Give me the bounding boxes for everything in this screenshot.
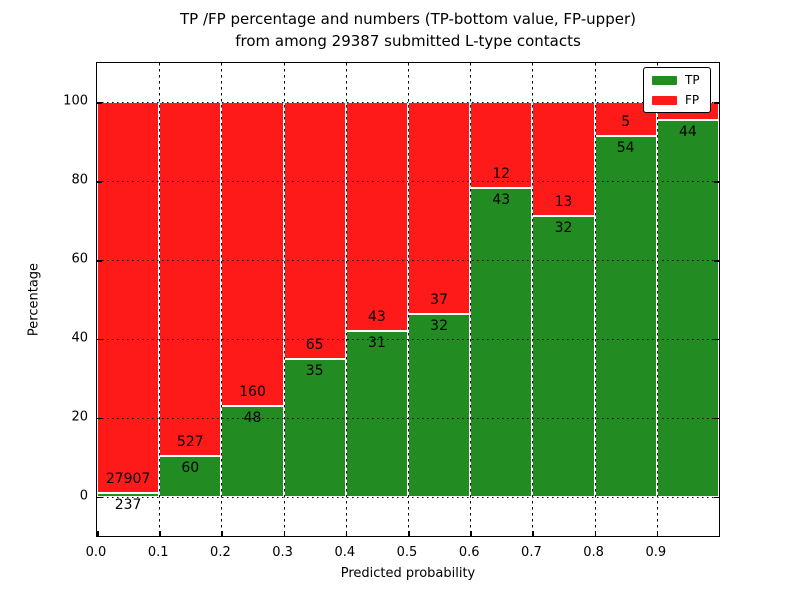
y-tick-label: 80	[71, 172, 88, 188]
x-tick-label: 0.2	[210, 545, 231, 560]
fp-swatch	[652, 95, 677, 105]
fp-legend-label: FP	[685, 93, 700, 107]
x-gridline	[408, 63, 409, 536]
tp-bar-segment	[408, 313, 471, 497]
y-tick-mark	[97, 102, 102, 104]
chart-title: TP /FP percentage and numbers (TP-bottom…	[96, 8, 720, 52]
y-tick-mark-right	[714, 102, 719, 104]
x-gridline	[221, 63, 223, 536]
x-tick-label: 0.4	[334, 545, 356, 560]
y-tick-mark	[97, 338, 102, 341]
fp-count-label: 5	[621, 113, 631, 130]
x-tick-mark	[532, 531, 534, 536]
tp-count-label: 35	[305, 362, 324, 379]
fp-count-label: 527	[176, 434, 204, 451]
y-tick-mark	[97, 496, 102, 499]
legend-item-tp: TP	[652, 73, 700, 87]
tp-bar-segment	[470, 188, 533, 497]
fp-count-label: 160	[239, 383, 266, 400]
x-tick-label: 0.0	[85, 545, 107, 560]
tp-bar-segment	[97, 493, 160, 497]
chart-title-line2: from among 29387 submitted L-type contac…	[235, 32, 581, 50]
y-tick-label: 0	[79, 488, 88, 504]
fp-count-label: 12	[492, 166, 511, 183]
x-gridline	[594, 63, 596, 536]
fp-count-label: 13	[554, 194, 573, 211]
x-gridline	[656, 63, 658, 536]
y-axis-label: Percentage	[26, 262, 42, 337]
tp-legend-label: TP	[685, 73, 700, 87]
plot-area: 27907 237 527 60 160 48 65 35 43 31 37 32 12 43 13 32 5 5…	[96, 62, 720, 537]
y-tick-label: 20	[71, 409, 88, 425]
fp-bar-segment	[345, 102, 408, 332]
tp-count-label: 60	[181, 460, 200, 477]
tp-count-label: 44	[678, 123, 697, 140]
tp-count-label: 48	[243, 409, 262, 426]
fp-count-label: 65	[305, 336, 324, 353]
legend-item-fp: FP	[652, 93, 700, 107]
tp-swatch	[652, 75, 677, 85]
x-gridline	[345, 63, 347, 536]
x-tick-mark	[594, 531, 597, 536]
y-tick-mark-right	[714, 181, 719, 183]
x-axis-label: Predicted probability	[340, 566, 476, 581]
x-tick-mark	[283, 531, 286, 536]
x-tick-label: 0.5	[396, 545, 418, 560]
y-tick-mark-right	[714, 260, 719, 262]
x-tick-mark	[97, 531, 99, 536]
y-tick-mark-right	[714, 338, 719, 341]
tp-count-label: 43	[492, 192, 511, 209]
y-tick-mark-right	[714, 496, 719, 499]
tp-count-label: 32	[554, 220, 573, 237]
fp-count-label: 27907	[105, 471, 151, 488]
y-tick-label: 40	[71, 330, 88, 346]
fp-bar-segment	[532, 102, 595, 217]
tp-count-label: 32	[430, 317, 449, 334]
x-gridline	[283, 63, 285, 536]
tp-bar-segment	[159, 456, 222, 497]
x-tick-label: 0.8	[583, 545, 604, 560]
tp-count-label: 54	[616, 139, 635, 156]
x-tick-label: 0.6	[458, 545, 480, 560]
tp-bar-segment	[345, 331, 408, 497]
x-tick-label: 0.9	[645, 545, 667, 560]
fp-bar-segment	[221, 102, 284, 406]
x-tick-label: 0.3	[272, 545, 293, 560]
x-tick-mark	[470, 531, 472, 536]
y-tick-mark	[97, 181, 102, 183]
y-tick-label: 100	[63, 93, 88, 109]
x-gridline	[470, 63, 472, 536]
x-gridline	[159, 63, 161, 536]
x-tick-mark	[221, 531, 223, 536]
tp-count-label: 237	[114, 497, 142, 514]
y-tick-label: 60	[71, 251, 88, 267]
fp-bar-segment	[97, 102, 160, 494]
y-tick-mark-right	[714, 417, 719, 420]
chart-title-line1: TP /FP percentage and numbers (TP-bottom…	[180, 10, 636, 28]
plot-canvas: 27907 237 527 60 160 48 65 35 43 31 37 32 12 43 13 32 5 5…	[97, 63, 719, 536]
y-tick-mark	[97, 417, 102, 420]
x-tick-label: 0.7	[521, 545, 542, 560]
tp-bar-segment	[656, 119, 719, 497]
fp-count-label: 37	[430, 291, 449, 308]
x-gridline	[532, 63, 534, 536]
x-tick-mark	[159, 531, 161, 536]
x-tick-mark	[408, 531, 410, 536]
tp-bar-segment	[594, 135, 657, 497]
fp-bar-segment	[408, 102, 471, 314]
fp-bar-segment	[283, 102, 346, 359]
x-tick-mark	[656, 531, 659, 536]
y-tick-mark	[97, 260, 102, 262]
legend: TP FP	[643, 67, 711, 113]
x-tick-label: 0.1	[147, 545, 169, 560]
tp-count-label: 31	[367, 335, 386, 352]
fp-bar-segment	[159, 102, 222, 457]
fp-count-label: 43	[367, 309, 386, 326]
x-tick-mark	[345, 531, 348, 536]
tp-bar-segment	[532, 216, 595, 497]
tp-bar-segment	[283, 358, 346, 497]
